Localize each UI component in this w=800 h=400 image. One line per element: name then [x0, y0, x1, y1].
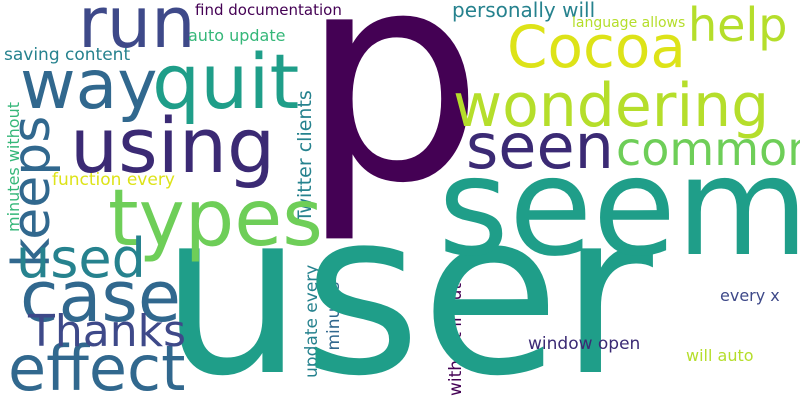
word-common: common [616, 122, 800, 176]
word-every-x: every x [720, 286, 780, 305]
word-wondering: wondering [453, 71, 770, 141]
word-quit: quit [152, 37, 300, 126]
word-thanks: Thanks [28, 306, 187, 357]
word-will-auto: will auto [686, 346, 754, 365]
word-personally-will: personally will [452, 0, 596, 22]
word-language-allows: language allows [572, 15, 686, 31]
word-seem: seem [438, 129, 800, 287]
word-way: way [20, 46, 158, 125]
word-types: types [108, 174, 323, 264]
word-auto-update: auto update [188, 26, 286, 45]
word-seen: seen [466, 110, 614, 183]
word-cocoa: Cocoa [507, 13, 686, 81]
word-user: user [160, 163, 653, 400]
word-function-every: function every [52, 170, 175, 190]
word-find-documentation: find documentation [195, 1, 342, 19]
word-case: case [20, 256, 181, 338]
word-run: run [78, 0, 196, 64]
word-p: p [300, 0, 485, 247]
word-help: help [688, 0, 788, 52]
word-used: used [16, 227, 146, 290]
word-window-open: window open [528, 334, 641, 354]
word-saving-content: saving content [4, 45, 131, 65]
word-using: using [70, 101, 276, 190]
word-effect: effect [8, 332, 186, 400]
